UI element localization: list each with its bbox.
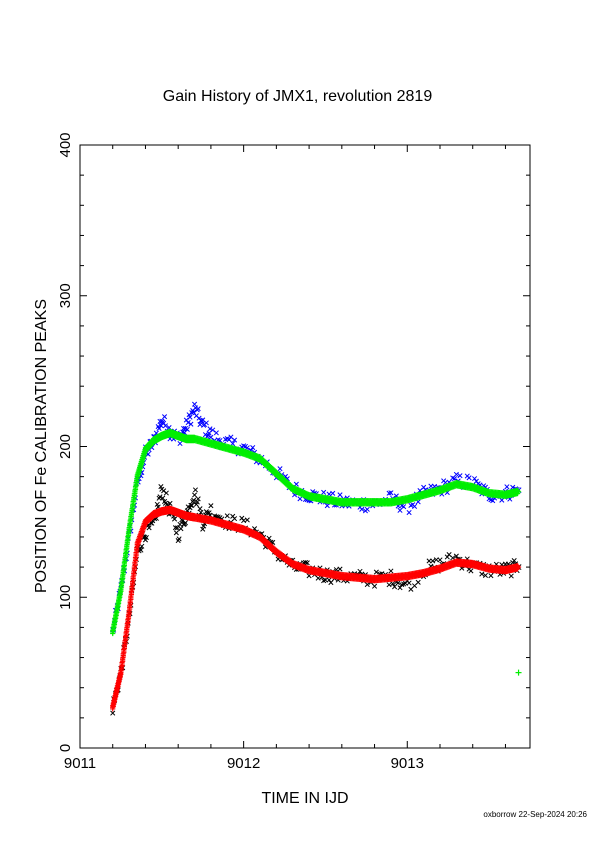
marker-stroke: [228, 434, 234, 440]
series-0-point: [277, 466, 283, 472]
marker-stroke: [191, 401, 198, 407]
series-0-point: [226, 436, 232, 443]
x-tick-label: 9013: [391, 755, 424, 772]
marker-stroke: [250, 445, 256, 451]
series-0-point: [184, 426, 190, 432]
series-2-point: [173, 530, 179, 536]
marker-stroke: [182, 425, 189, 431]
marker-stroke: [145, 451, 151, 457]
marker-stroke: [337, 492, 343, 498]
y-tick-label: 0: [57, 744, 74, 752]
marker-stroke: [185, 420, 191, 426]
series-0-point: [187, 414, 193, 420]
series-0-point: [203, 420, 209, 426]
series-0-point: [453, 471, 459, 477]
series-2-point: [195, 496, 201, 502]
marker-stroke: [183, 417, 189, 423]
y-tick-label: 100: [57, 585, 74, 610]
series-0-point: [181, 425, 187, 432]
marker-stroke: [157, 418, 163, 424]
marker-stroke: [191, 409, 197, 415]
series-2-point: [192, 487, 199, 493]
marker-stroke: [162, 423, 169, 429]
series-0-point: [330, 490, 336, 496]
series-0-point: [210, 427, 216, 433]
x-tick-label: 9011: [64, 755, 96, 772]
series-0-point: [297, 496, 303, 502]
marker-stroke: [213, 430, 219, 436]
marker-stroke: [277, 466, 283, 472]
series-0-point: [411, 503, 418, 509]
marker-stroke: [241, 443, 247, 449]
series-0-point: [504, 484, 510, 490]
marker-stroke: [330, 490, 336, 496]
series-0-point: [213, 430, 219, 436]
axis-ticks: [79, 144, 530, 749]
marker-stroke: [153, 430, 159, 436]
series-0-point: [471, 476, 478, 482]
marker-stroke: [186, 412, 192, 418]
marker-stroke: [207, 426, 213, 432]
series-2-point: [197, 506, 203, 512]
marker-stroke: [156, 425, 162, 431]
series-0-point: [406, 509, 412, 516]
series-0-point: [195, 406, 201, 412]
series-2-point: [191, 492, 198, 498]
series-0-point: [161, 414, 168, 420]
marker-stroke: [193, 413, 199, 419]
y-tick-label: 400: [57, 132, 74, 157]
series-0-point: [183, 417, 189, 423]
marker-stroke: [196, 415, 202, 421]
series-0-point: [177, 440, 183, 447]
marker-stroke: [364, 506, 370, 512]
marker-stroke: [208, 434, 214, 440]
series-2-point: [178, 526, 184, 532]
marker-stroke: [297, 496, 303, 502]
marker-stroke: [177, 440, 183, 447]
marker-stroke: [161, 414, 168, 420]
y-tick-label: 300: [57, 283, 74, 308]
series-0-point: [231, 437, 238, 443]
marker-stroke: [166, 425, 172, 431]
series-0-point: [185, 420, 191, 426]
series-2-point: [110, 710, 116, 716]
series-0-point: [364, 506, 370, 512]
series-0-point: [207, 426, 213, 432]
marker-stroke: [359, 506, 365, 512]
marker-stroke: [203, 420, 209, 426]
data-marks: [110, 401, 522, 716]
series-0-point: [197, 421, 203, 428]
series-0-point: [457, 473, 463, 479]
marker-stroke: [226, 436, 232, 443]
series-2-point: [176, 536, 182, 542]
x-tick-label: 9012: [227, 755, 260, 772]
series-0-point: [466, 475, 472, 481]
series-0-point: [188, 421, 194, 427]
axis-tick-labels: 0 100 200 300 400 9011 9012 9013: [57, 132, 424, 772]
marker-stroke: [188, 421, 194, 427]
series-0-point: [156, 425, 162, 431]
series-0-point: [191, 401, 198, 407]
marker-stroke: [210, 427, 216, 433]
marker-stroke: [321, 489, 327, 495]
series-0-point: [162, 423, 169, 429]
marker-stroke: [181, 425, 187, 432]
series-0-point: [388, 490, 394, 496]
marker-stroke: [200, 417, 206, 423]
marker-stroke: [224, 436, 230, 442]
series-0-point: [321, 489, 327, 495]
y-tick-label: 200: [57, 434, 74, 459]
marker-stroke: [155, 423, 161, 430]
series-0-point: [250, 445, 256, 451]
series-0-point: [337, 492, 343, 498]
marker-stroke: [184, 426, 190, 432]
series-0-point: [359, 506, 365, 512]
marker-stroke: [195, 406, 201, 412]
marker-stroke: [388, 490, 394, 496]
marker-stroke: [197, 421, 203, 428]
marker-stroke: [231, 437, 238, 443]
marker-stroke: [187, 414, 193, 420]
series-2-point: [163, 490, 169, 496]
